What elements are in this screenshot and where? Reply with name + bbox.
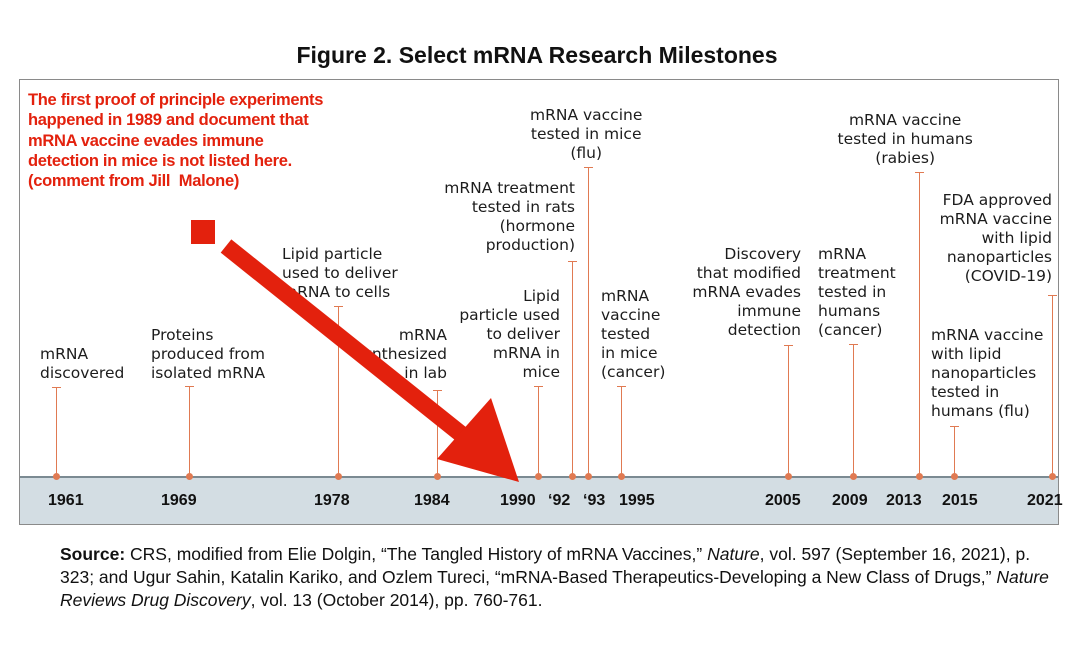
event-dot-1990	[535, 473, 542, 480]
event-cap-2009	[849, 344, 858, 345]
event-cap-1984	[433, 390, 442, 391]
axis-tick-5: ‘92	[548, 492, 571, 509]
event-stem-2005	[788, 345, 789, 476]
event-dot-1992	[569, 473, 576, 480]
axis-tick-0: 1961	[48, 492, 84, 509]
event-cap-2013	[915, 172, 924, 173]
event-cap-1992	[568, 261, 577, 262]
event-dot-1969	[186, 473, 193, 480]
event-label-1992: mRNA treatment tested in rats (hormone p…	[444, 179, 575, 254]
event-label-2015: mRNA vaccine with lipid nanoparticles te…	[931, 326, 1044, 420]
event-label-1995: mRNA vaccine tested in mice (cancer)	[601, 287, 666, 381]
axis-tick-9: 2009	[832, 492, 868, 509]
event-dot-2021	[1049, 473, 1056, 480]
event-cap-2015	[950, 426, 959, 427]
event-cap-2021	[1048, 295, 1057, 296]
axis-tick-7: 1995	[619, 492, 655, 509]
event-stem-2013	[919, 172, 920, 476]
event-label-2013: mRNA vaccine tested in humans (rabies)	[837, 111, 973, 167]
event-label-1990: Lipid particle used to deliver mRNA in m…	[459, 287, 560, 381]
annotation-marker-square	[191, 220, 215, 244]
axis-tick-4: 1990	[500, 492, 536, 509]
event-cap-1978	[334, 306, 343, 307]
event-dot-2015	[951, 473, 958, 480]
event-dot-1978	[335, 473, 342, 480]
source-text-1: CRS, modified from Elie Dolgin, “The Tan…	[125, 544, 708, 564]
event-stem-1990	[538, 386, 539, 476]
event-label-1978: Lipid particle used to deliver mRNA to c…	[282, 245, 398, 301]
event-dot-2009	[850, 473, 857, 480]
event-label-2021: FDA approved mRNA vaccine with lipid nan…	[939, 191, 1052, 285]
event-dot-2013	[916, 473, 923, 480]
event-stem-1995	[621, 386, 622, 476]
event-stem-1992	[572, 261, 573, 476]
axis-tick-11: 2015	[942, 492, 978, 509]
timeline-axis-band	[20, 476, 1058, 524]
axis-tick-8: 2005	[765, 492, 801, 509]
source-journal-1: Nature	[707, 544, 760, 564]
axis-tick-10: 2013	[886, 492, 922, 509]
event-stem-2015	[954, 426, 955, 476]
event-dot-2005	[785, 473, 792, 480]
event-stem-1993	[588, 167, 589, 476]
event-stem-1984	[437, 390, 438, 476]
arrow-shaft	[220, 239, 482, 453]
event-cap-1993	[584, 167, 593, 168]
event-dot-1993	[585, 473, 592, 480]
source-label: Source:	[60, 544, 126, 564]
event-stem-1978	[338, 306, 339, 476]
event-stem-2021	[1052, 295, 1053, 476]
event-cap-1961	[52, 387, 61, 388]
axis-tick-1: 1969	[161, 492, 197, 509]
event-label-1993: mRNA vaccine tested in mice (flu)	[530, 106, 643, 162]
event-stem-1961	[56, 387, 57, 476]
event-label-1969: Proteins produced from isolated mRNA	[151, 326, 266, 382]
figure-title: Figure 2. Select mRNA Research Milestone…	[296, 42, 778, 68]
timeline-panel: 1961 1969 1978 1984 1990 ‘92 ‘93 1995 2005 2009 20…	[19, 79, 1063, 525]
source-text-3: , vol. 13 (October 2014), pp. 760-761.	[250, 590, 543, 610]
event-cap-1969	[185, 386, 194, 387]
event-label-2005: Discovery that modified mRNA evades immu…	[692, 245, 801, 339]
event-dot-1984	[434, 473, 441, 480]
event-cap-1990	[534, 386, 543, 387]
annotation-note: The first proof of principle experiments…	[28, 91, 324, 191]
event-dot-1961	[53, 473, 60, 480]
event-stem-2009	[853, 344, 854, 476]
event-stem-1969	[189, 386, 190, 476]
axis-tick-6: ‘93	[583, 492, 606, 509]
event-cap-1995	[617, 386, 626, 387]
arrow-head	[437, 398, 519, 482]
event-cap-2005	[784, 345, 793, 346]
event-label-1961: mRNA discovered	[40, 345, 125, 382]
source-text-2: , vol. 597 (September 16, 2021), p. 323;…	[60, 544, 1031, 587]
event-label-2009: mRNA treatment tested in humans (cancer)	[818, 245, 896, 339]
source-citation: Source: CRS, modified from Elie Dolgin, …	[60, 543, 1050, 612]
event-dot-1995	[618, 473, 625, 480]
axis-tick-2: 1978	[314, 492, 350, 509]
axis-tick-12: 2021	[1027, 492, 1063, 509]
axis-tick-3: 1984	[414, 492, 450, 509]
source-journal-2: Nature Reviews Drug Discovery	[60, 567, 1049, 610]
